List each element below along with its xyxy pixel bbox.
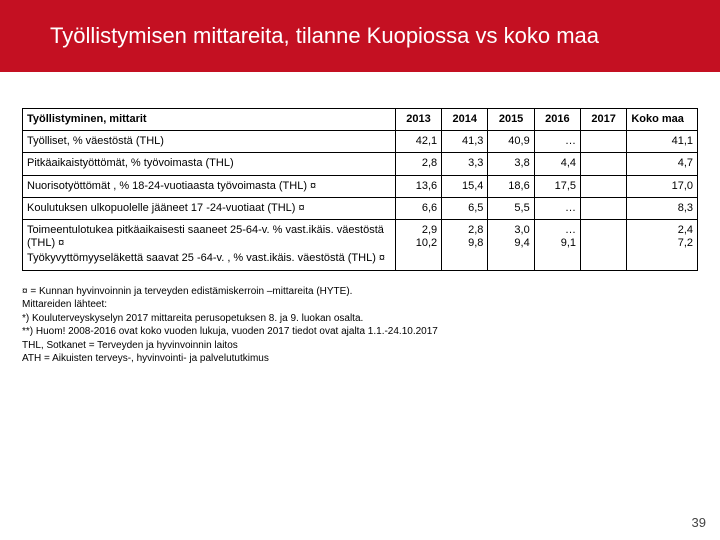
footnote-line: THL, Sotkanet = Terveyden ja hyvinvoinni…	[22, 339, 698, 353]
cell: 6,6	[395, 197, 441, 219]
cell-multi: … 9,1	[534, 219, 580, 270]
cell-line: 9,4	[514, 237, 529, 249]
cell: 5,5	[488, 197, 534, 219]
page-title: Työllistymisen mittareita, tilanne Kuopi…	[50, 23, 599, 49]
page-number: 39	[692, 515, 706, 530]
header-year: 2017	[581, 109, 627, 131]
cell-line: 7,2	[678, 237, 693, 249]
table-row: Koulutuksen ulkopuolelle jääneet 17 -24-…	[23, 197, 698, 219]
footnote-line: ATH = Aikuisten terveys-, hyvinvointi- j…	[22, 352, 698, 366]
cell: 42,1	[395, 131, 441, 153]
header-year: 2013	[395, 109, 441, 131]
cell: 6,5	[442, 197, 488, 219]
header-year: 2014	[442, 109, 488, 131]
title-band: Työllistymisen mittareita, tilanne Kuopi…	[0, 0, 720, 72]
cell-multi: 2,8 9,8	[442, 219, 488, 270]
row-label: Työlliset, % väestöstä (THL)	[23, 131, 396, 153]
cell: 15,4	[442, 175, 488, 197]
cell-line: 3,0	[514, 224, 529, 236]
cell: 3,8	[488, 153, 534, 175]
footnote-line: Mittareiden lähteet:	[22, 298, 698, 312]
cell: 41,3	[442, 131, 488, 153]
cell: 4,4	[534, 153, 580, 175]
row-label: Nuorisotyöttömät , % 18-24-vuotiaasta ty…	[23, 175, 396, 197]
cell-koko: 4,7	[627, 153, 698, 175]
cell-multi: 3,0 9,4	[488, 219, 534, 270]
cell: 3,3	[442, 153, 488, 175]
cell: 17,5	[534, 175, 580, 197]
cell	[581, 197, 627, 219]
header-koko: Koko maa	[627, 109, 698, 131]
cell-line: 9,1	[561, 237, 576, 249]
table-header-row: Työllistyminen, mittarit 2013 2014 2015 …	[23, 109, 698, 131]
table-row: Pitkäaikaistyöttömät, % työvoimasta (THL…	[23, 153, 698, 175]
header-label: Työllistyminen, mittarit	[23, 109, 396, 131]
header-year: 2015	[488, 109, 534, 131]
cell-line: …	[565, 224, 576, 236]
cell-koko: 41,1	[627, 131, 698, 153]
cell-line: 2,4	[678, 224, 693, 236]
cell-koko-multi: 2,4 7,2	[627, 219, 698, 270]
row-label-multi: Toimeentulotukea pitkäaikaisesti saaneet…	[23, 219, 396, 270]
table-row: Työlliset, % väestöstä (THL) 42,1 41,3 4…	[23, 131, 698, 153]
cell-line: 2,9	[422, 224, 437, 236]
cell: 18,6	[488, 175, 534, 197]
cell-line: 10,2	[416, 237, 437, 249]
cell-koko: 17,0	[627, 175, 698, 197]
table-row: Toimeentulotukea pitkäaikaisesti saaneet…	[23, 219, 698, 270]
cell-multi	[581, 219, 627, 270]
cell	[581, 175, 627, 197]
row-label-line: Työkyvyttömyyseläkettä saavat 25 -64-v. …	[27, 252, 391, 265]
cell: 2,8	[395, 153, 441, 175]
footnote-line: ¤ = Kunnan hyvinvoinnin ja terveyden edi…	[22, 285, 698, 299]
header-year: 2016	[534, 109, 580, 131]
table-row: Nuorisotyöttömät , % 18-24-vuotiaasta ty…	[23, 175, 698, 197]
row-label: Koulutuksen ulkopuolelle jääneet 17 -24-…	[23, 197, 396, 219]
cell: …	[534, 197, 580, 219]
cell	[581, 131, 627, 153]
cell	[581, 153, 627, 175]
cell-koko: 8,3	[627, 197, 698, 219]
cell: …	[534, 131, 580, 153]
footnote-line: **) Huom! 2008-2016 ovat koko vuoden luk…	[22, 325, 698, 339]
cell-line: 9,8	[468, 237, 483, 249]
row-label: Pitkäaikaistyöttömät, % työvoimasta (THL…	[23, 153, 396, 175]
cell: 13,6	[395, 175, 441, 197]
footnote-line: *) Kouluterveyskyselyn 2017 mittareita p…	[22, 312, 698, 326]
metrics-table: Työllistyminen, mittarit 2013 2014 2015 …	[22, 108, 698, 271]
footnotes: ¤ = Kunnan hyvinvoinnin ja terveyden edi…	[22, 285, 698, 366]
cell: 40,9	[488, 131, 534, 153]
cell-multi: 2,9 10,2	[395, 219, 441, 270]
table-wrap: Työllistyminen, mittarit 2013 2014 2015 …	[22, 108, 698, 271]
row-label-line: Toimeentulotukea pitkäaikaisesti saaneet…	[27, 224, 384, 249]
cell-line: 2,8	[468, 224, 483, 236]
